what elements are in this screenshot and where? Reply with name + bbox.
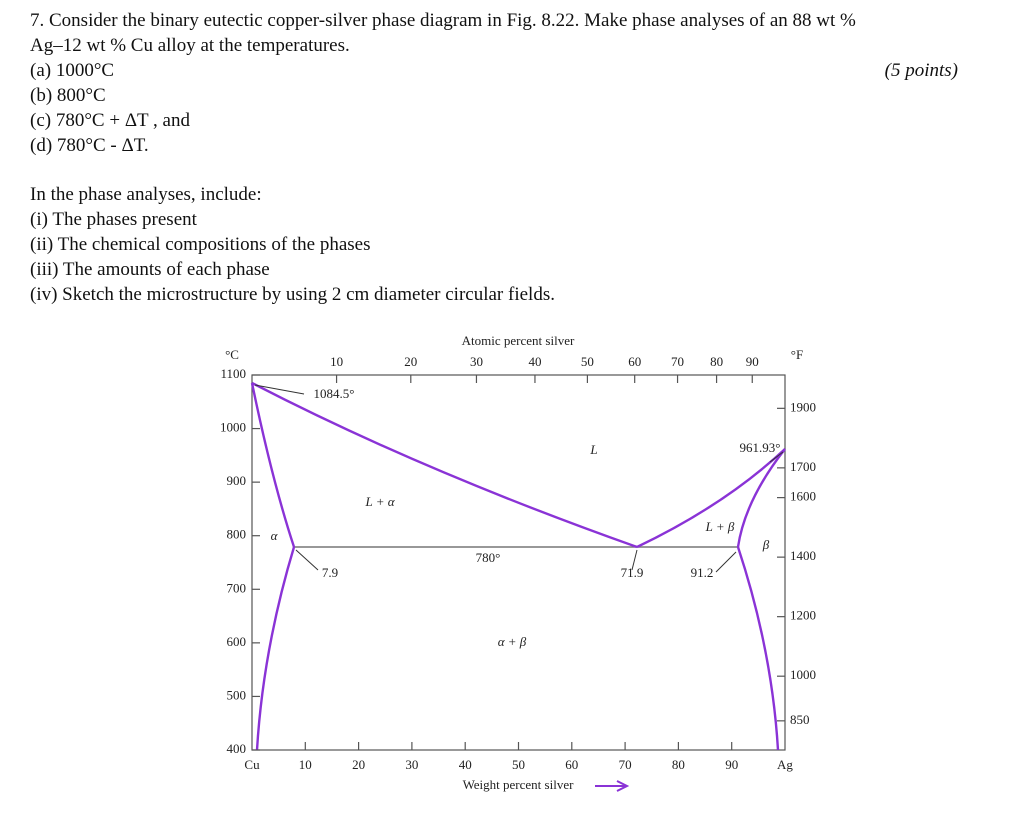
unit-label: °F	[791, 347, 803, 362]
tick-label: 500	[227, 687, 247, 702]
region-label: β	[762, 537, 770, 552]
leader	[715, 551, 737, 573]
tick-label: 1400	[790, 548, 816, 563]
tick-label: 50	[581, 354, 594, 369]
tick-label: 850	[790, 712, 810, 727]
annotation: 71.9	[621, 565, 644, 580]
tick-label: 60	[628, 354, 641, 369]
end-label: Ag	[777, 757, 793, 772]
arrow	[595, 780, 630, 792]
tick-label: 70	[619, 757, 632, 772]
solvus-beta	[736, 546, 780, 751]
annotation: 1084.5°	[314, 386, 355, 401]
text-line: Ag–12 wt % Cu alloy at the temperatures.	[30, 35, 350, 56]
annotation: 91.2	[691, 565, 714, 580]
text-line: 7. Consider the binary eutectic copper-s…	[30, 10, 856, 31]
tick-label: 90	[746, 354, 759, 369]
tick-label: 800	[227, 527, 247, 542]
leader	[769, 451, 784, 463]
leader	[631, 549, 638, 571]
text-line: (d) 780°C - ΔT.	[30, 135, 149, 156]
tick-label: 20	[352, 757, 365, 772]
tick-label: 80	[710, 354, 723, 369]
text-line: (ii) The chemical compositions of the ph…	[30, 234, 371, 255]
tick-label: 60	[565, 757, 578, 772]
annotation: 7.9	[322, 565, 338, 580]
annotation: 961.93°	[740, 440, 781, 455]
text-line: (b) 800°C	[30, 85, 106, 106]
tick-label: 20	[404, 354, 417, 369]
tick-label: 40	[459, 757, 472, 772]
solidus-alpha	[250, 382, 296, 548]
tick-label: 1200	[790, 608, 816, 623]
text-line: In the phase analyses, include:	[30, 184, 262, 205]
solvus-alpha	[255, 546, 296, 751]
axis-title: Atomic percent silver	[462, 333, 575, 348]
text-line: (i) The phases present	[30, 209, 197, 230]
unit-label: °C	[225, 347, 239, 362]
text-line: (iii) The amounts of each phase	[30, 259, 270, 280]
tick-label: 1600	[790, 489, 816, 504]
tick-label: 90	[725, 757, 738, 772]
tick-label: 10	[330, 354, 343, 369]
solidus-beta	[736, 448, 786, 548]
tick-label: 1000	[220, 420, 246, 435]
region-label: α + β	[498, 634, 527, 649]
tick-label: 1700	[790, 459, 816, 474]
annotation: 780°	[476, 550, 501, 565]
points: (5 points)	[884, 60, 958, 81]
tick-label: 1900	[790, 399, 816, 414]
region-label: α	[271, 528, 279, 543]
tick-label: 400	[227, 741, 247, 756]
plot-frame	[251, 374, 786, 751]
tick-label: 50	[512, 757, 525, 772]
tick-label: 900	[227, 473, 247, 488]
leader	[254, 384, 305, 395]
tick-label: 30	[470, 354, 483, 369]
tick-label: 700	[227, 580, 247, 595]
region-label: L + β	[705, 519, 735, 534]
tick-label: 30	[405, 757, 418, 772]
tick-label: 40	[528, 354, 541, 369]
leader	[295, 549, 319, 571]
tick-label: 1000	[790, 667, 816, 682]
tick-label: 600	[227, 634, 247, 649]
liquidus-left	[251, 381, 638, 549]
text-line: (iv) Sketch the microstructure by using …	[30, 284, 555, 305]
axis-title: Weight percent silver	[463, 777, 575, 792]
region-label: L + α	[364, 494, 395, 509]
tick-label: 70	[671, 354, 684, 369]
text-line: (a) 1000°C	[30, 60, 115, 81]
tick-label: 1100	[220, 366, 246, 381]
end-label: Cu	[244, 757, 260, 772]
tick-label: 80	[672, 757, 685, 772]
text-line: (c) 780°C + ΔT , and	[30, 110, 190, 131]
region-label: L	[589, 442, 597, 457]
tick-label: 10	[299, 757, 312, 772]
